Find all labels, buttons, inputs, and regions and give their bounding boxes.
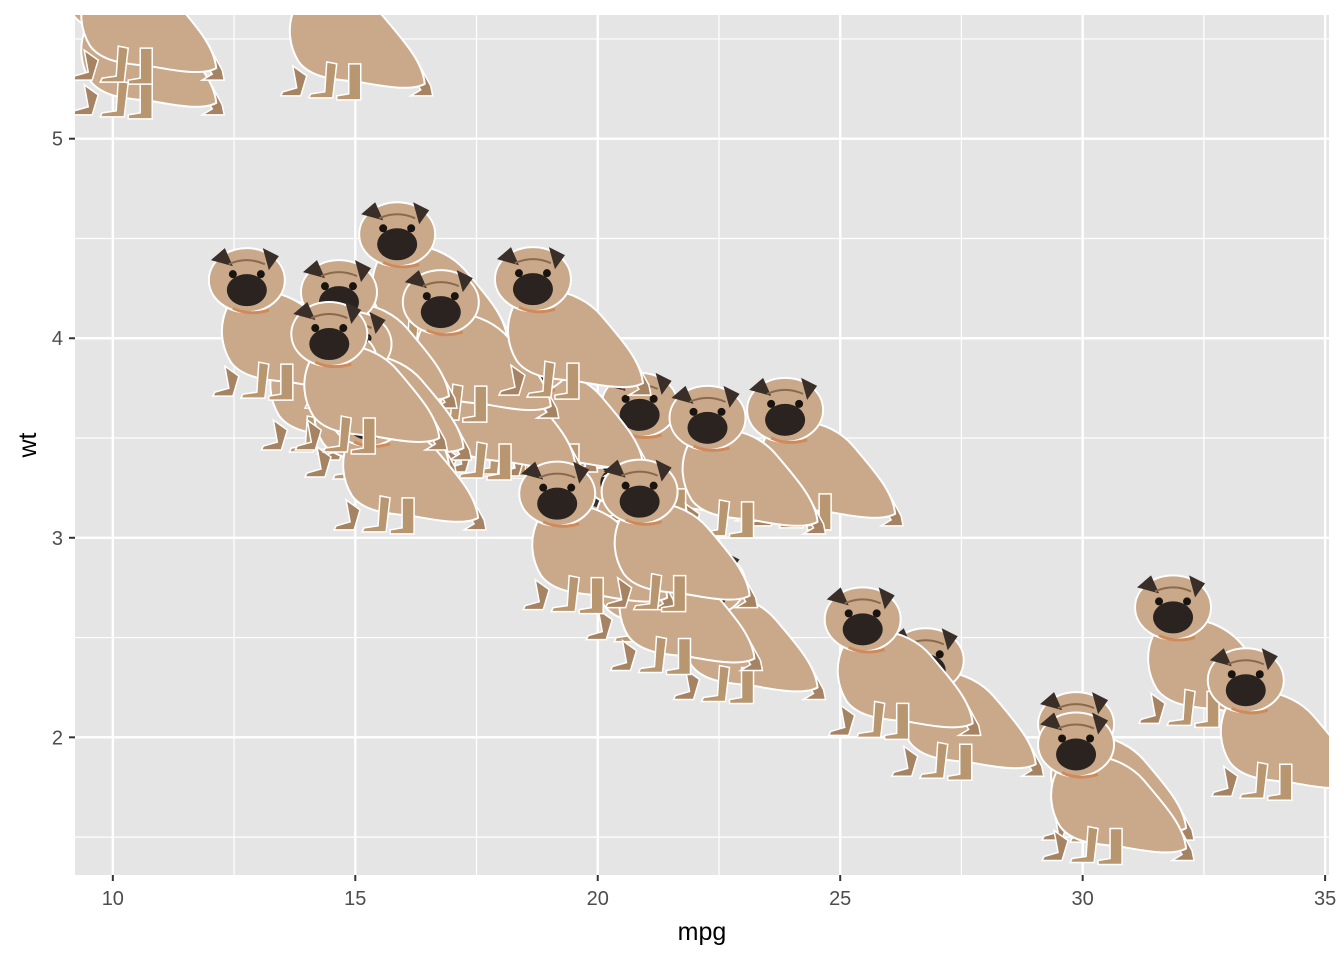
x-axis: 10 15 20 25 30 35 xyxy=(102,875,1336,910)
x-tick-label: 10 xyxy=(102,888,124,910)
x-axis-title: mpg xyxy=(678,918,727,946)
y-axis: 2 3 4 5 xyxy=(52,129,75,749)
y-tick-label: 4 xyxy=(52,328,63,350)
y-axis-title: wt xyxy=(14,432,42,458)
x-tick-label: 30 xyxy=(1072,888,1094,910)
y-tick-label: 2 xyxy=(52,727,63,749)
x-tick-label: 25 xyxy=(829,888,851,910)
y-tick-label: 3 xyxy=(52,528,63,550)
y-tick-label: 5 xyxy=(52,129,63,151)
pug-point xyxy=(275,15,435,102)
x-tick-label: 20 xyxy=(587,888,609,910)
x-tick-label: 35 xyxy=(1314,888,1336,910)
x-tick-label: 15 xyxy=(344,888,366,910)
pug-point xyxy=(75,15,226,86)
